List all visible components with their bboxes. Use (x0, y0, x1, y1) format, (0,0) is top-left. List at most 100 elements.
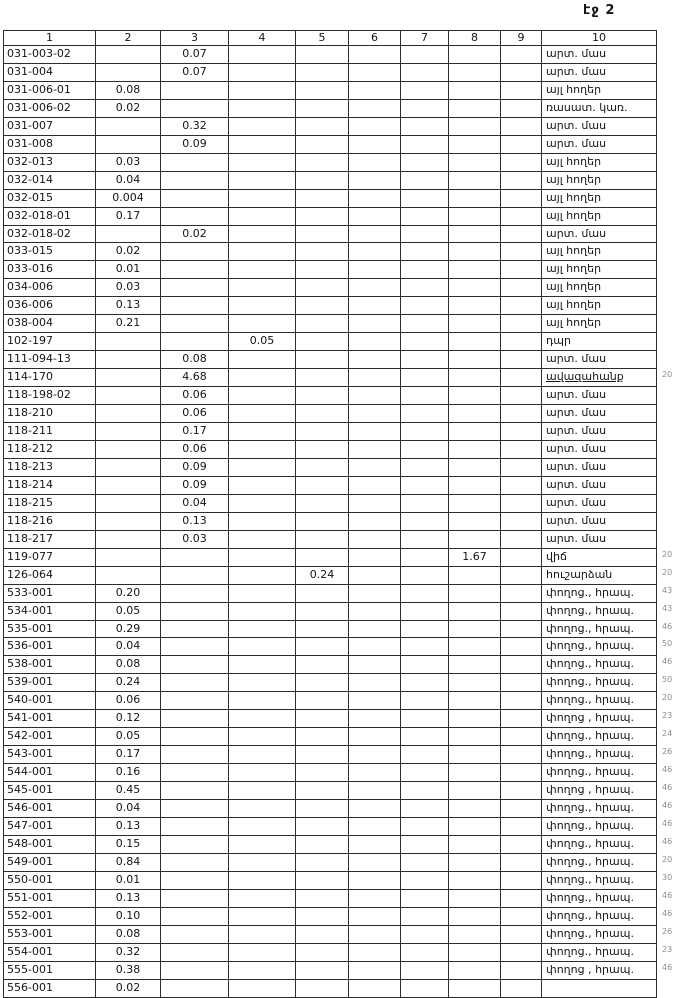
value-cell (161, 800, 229, 818)
land-use-label: արտ. մաս (542, 117, 657, 136)
value-cell (229, 530, 296, 549)
value-cell (229, 871, 296, 890)
value-cell (96, 423, 161, 441)
value-cell: 0.06 (96, 692, 161, 711)
parcel-id: 031-004 (4, 63, 96, 82)
value-cell (96, 46, 161, 64)
column-header: 3 (161, 31, 229, 46)
value-cell (501, 261, 542, 280)
table-row: 033-015 0.02 այլ հողեր (4, 243, 657, 262)
value-cell (449, 46, 501, 64)
value-cell (229, 925, 296, 944)
table-row: 032-013 0.03 այլ հողեր (4, 153, 657, 172)
land-use-label: փողոց., հրապ. (542, 835, 657, 854)
parcel-id: 036-006 (4, 297, 96, 316)
value-cell (349, 225, 401, 244)
value-cell (449, 746, 501, 765)
land-use-label: այլ հողեր (542, 297, 657, 316)
value-cell (161, 297, 229, 316)
value-cell (449, 602, 501, 621)
parcel-id: 033-016 (4, 261, 96, 280)
parcel-id: 033-015 (4, 243, 96, 262)
table-row: 031-004 0.07 արտ. մաս (4, 63, 657, 82)
value-cell (349, 979, 401, 998)
value-cell (401, 710, 449, 729)
value-cell (229, 46, 296, 64)
value-cell: 0.06 (161, 440, 229, 459)
value-cell (229, 674, 296, 693)
value-cell (501, 369, 542, 388)
value-cell: 0.24 (296, 566, 349, 585)
land-use-label: փողոց., հրապ. (542, 584, 657, 603)
value-cell (296, 81, 349, 100)
value-cell (449, 800, 501, 818)
value-cell (501, 333, 542, 352)
value-cell (296, 979, 349, 998)
value-cell (449, 871, 501, 890)
value-cell (96, 458, 161, 477)
value-cell: 0.05 (96, 602, 161, 621)
value-cell (501, 351, 542, 370)
land-use-label: փողոց., հրապ. (542, 817, 657, 836)
value-cell: 0.06 (161, 405, 229, 424)
table-row: 034-006 0.03 այլ հողեր (4, 279, 657, 298)
value-cell (401, 207, 449, 226)
value-cell (96, 512, 161, 531)
value-cell (401, 907, 449, 926)
parcel-id: 031-008 (4, 135, 96, 154)
value-cell (229, 710, 296, 729)
table-row: 541-001 0.12 փողոց , հրապ. 23 (4, 710, 672, 729)
value-cell (501, 692, 542, 711)
value-cell (349, 189, 401, 208)
value-cell (296, 333, 349, 352)
land-use-label: արտ. մաս (542, 135, 657, 154)
value-cell (161, 764, 229, 783)
parcel-id: 541-001 (4, 710, 96, 729)
value-cell (401, 925, 449, 944)
land-use-label: արտ. մաս (542, 440, 657, 459)
parcel-id: 111-094-13 (4, 351, 96, 370)
value-cell (401, 764, 449, 783)
value-cell (229, 189, 296, 208)
value-cell (96, 494, 161, 513)
value-cell (349, 63, 401, 82)
value-cell (349, 243, 401, 262)
value-cell (401, 423, 449, 441)
value-cell: 0.12 (96, 710, 161, 729)
value-cell (449, 261, 501, 280)
value-cell (349, 440, 401, 459)
land-use-label: դպր (542, 333, 657, 352)
value-cell (449, 279, 501, 298)
value-cell (229, 351, 296, 370)
value-cell (401, 333, 449, 352)
table-row: 543-001 0.17 փողոց., հրապ. 26 (4, 746, 672, 765)
value-cell (229, 297, 296, 316)
value-cell (349, 835, 401, 854)
value-cell (296, 961, 349, 980)
value-cell (229, 494, 296, 513)
parcel-id: 102-197 (4, 333, 96, 352)
value-cell (449, 835, 501, 854)
value-cell (449, 225, 501, 244)
value-cell (501, 171, 542, 190)
value-cell (349, 279, 401, 298)
value-cell (96, 351, 161, 370)
value-cell (161, 602, 229, 621)
parcel-id: 535-001 (4, 620, 96, 639)
value-cell (449, 656, 501, 675)
parcel-id: 538-001 (4, 656, 96, 675)
value-cell: 0.38 (96, 961, 161, 980)
value-cell (296, 225, 349, 244)
value-cell (161, 674, 229, 693)
margin-mark: 23 (662, 944, 673, 954)
value-cell (449, 907, 501, 926)
table-row: 533-001 0.20 փողոց., հրապ. 43 (4, 584, 672, 603)
value-cell (161, 656, 229, 675)
value-cell: 0.24 (96, 674, 161, 693)
value-cell (401, 297, 449, 316)
value-cell: 0.13 (96, 889, 161, 908)
value-cell (501, 153, 542, 172)
table-row: 119-077 1.67 վիճ 20 (4, 548, 672, 567)
value-cell: 0.07 (161, 46, 229, 64)
value-cell (296, 889, 349, 908)
